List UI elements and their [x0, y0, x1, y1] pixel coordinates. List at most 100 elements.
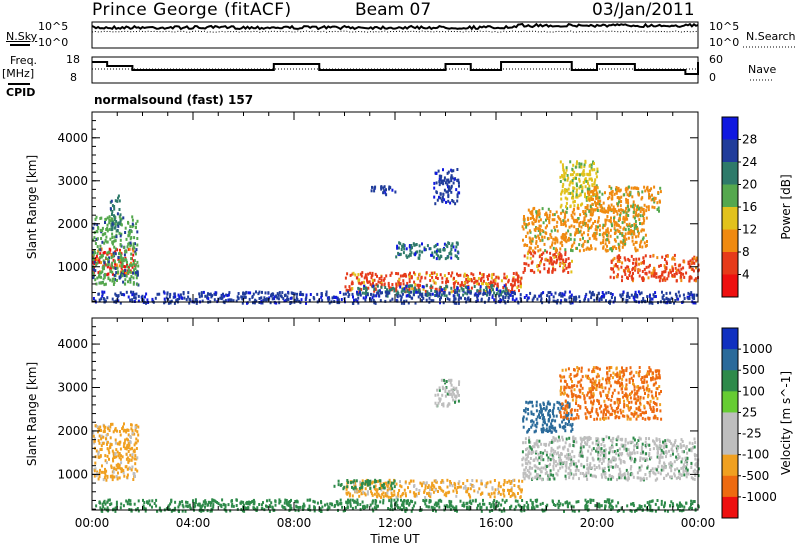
velocity-cell — [113, 456, 116, 459]
power-cell — [446, 190, 449, 194]
power-cell — [500, 299, 502, 303]
power-cell — [635, 257, 638, 261]
velocity-cell — [633, 451, 636, 455]
velocity-cell — [677, 476, 680, 479]
power-cell — [661, 255, 664, 259]
power-cell — [131, 215, 134, 219]
velocity-cell — [125, 430, 128, 434]
power-cell — [123, 253, 126, 257]
power-cell — [94, 278, 97, 282]
power-cell — [488, 296, 491, 300]
velocity-cell — [564, 474, 567, 478]
power-cell — [406, 288, 409, 292]
power-cell — [563, 216, 566, 220]
power-cell — [386, 291, 389, 295]
power-cell — [313, 297, 316, 301]
power-cell — [630, 229, 632, 233]
power-cell — [547, 207, 550, 211]
power-cell — [432, 255, 435, 259]
power-cell — [565, 231, 568, 235]
power-cell — [576, 195, 579, 199]
power-cell — [424, 293, 427, 296]
power-cell — [103, 283, 106, 287]
power-cell — [692, 261, 695, 265]
velocity-cell — [570, 392, 573, 396]
power-cell — [669, 291, 672, 295]
power-cell — [372, 284, 375, 288]
velocity-cell — [655, 437, 658, 441]
power-cell — [263, 296, 266, 300]
power-cell — [114, 252, 117, 256]
power-cell — [129, 298, 132, 302]
power-cell — [562, 169, 565, 173]
velocity-cell — [136, 456, 139, 460]
power-cell — [102, 277, 105, 281]
power-cell — [116, 279, 118, 282]
velocity-cell — [543, 418, 546, 422]
power-cell — [388, 289, 391, 293]
power-cell — [445, 277, 448, 281]
velocity-cell — [572, 435, 575, 439]
velocity-cell — [569, 473, 572, 477]
power-cell — [422, 285, 425, 289]
power-cell — [626, 193, 629, 197]
power-cell — [551, 243, 553, 247]
velocity-cell — [454, 400, 456, 404]
power-cell — [560, 223, 563, 226]
power-cell — [592, 192, 595, 196]
velocity-cell — [93, 474, 96, 478]
power-cell — [106, 227, 109, 230]
power-cell — [627, 257, 630, 261]
velocity-cell — [568, 420, 570, 423]
power-cell — [514, 292, 516, 296]
power-cell — [145, 292, 148, 296]
power-cell — [348, 288, 351, 292]
velocity-cell — [578, 477, 580, 481]
power-cell — [666, 277, 669, 281]
velocity-cell — [423, 481, 426, 485]
power-cell — [551, 270, 554, 274]
power-cell — [666, 262, 668, 266]
power-cell — [446, 178, 449, 182]
power-cell — [530, 252, 533, 256]
power-cell — [641, 237, 644, 241]
power-cell — [650, 274, 653, 278]
velocity-cell — [614, 465, 617, 469]
power-cell — [376, 291, 379, 295]
power-cell — [605, 299, 607, 303]
power-cell — [241, 301, 244, 305]
velocity-cell — [598, 379, 601, 383]
power-cell — [497, 289, 500, 293]
power-cell — [658, 264, 661, 268]
power-cell — [630, 232, 633, 236]
velocity-cell — [539, 451, 542, 455]
power-cell — [135, 248, 138, 252]
velocity-cell — [567, 472, 570, 476]
power-cell — [224, 299, 227, 303]
power-cell — [118, 199, 121, 203]
power-cell — [408, 273, 411, 277]
power-cell — [584, 224, 587, 227]
power-cell — [597, 225, 599, 229]
power-cell — [437, 254, 439, 258]
velocity-cell — [617, 403, 620, 407]
power-cell — [437, 169, 440, 173]
power-cell — [267, 291, 270, 295]
velocity-cell — [524, 407, 527, 411]
power-cell — [693, 301, 696, 305]
velocity-cell — [347, 480, 349, 484]
velocity-cell — [545, 453, 548, 457]
velocity-cell — [135, 423, 138, 427]
velocity-cell — [684, 460, 687, 464]
velocity-cell — [364, 480, 367, 484]
power-cell — [445, 200, 447, 204]
power-cell — [194, 298, 197, 302]
velocity-cell — [563, 460, 566, 464]
velocity-cell — [545, 465, 548, 468]
freq-unit: [MHz] — [2, 67, 35, 80]
power-cell — [555, 261, 558, 265]
power-cell — [410, 276, 413, 280]
power-cell — [521, 225, 524, 229]
power-cell — [417, 295, 420, 299]
